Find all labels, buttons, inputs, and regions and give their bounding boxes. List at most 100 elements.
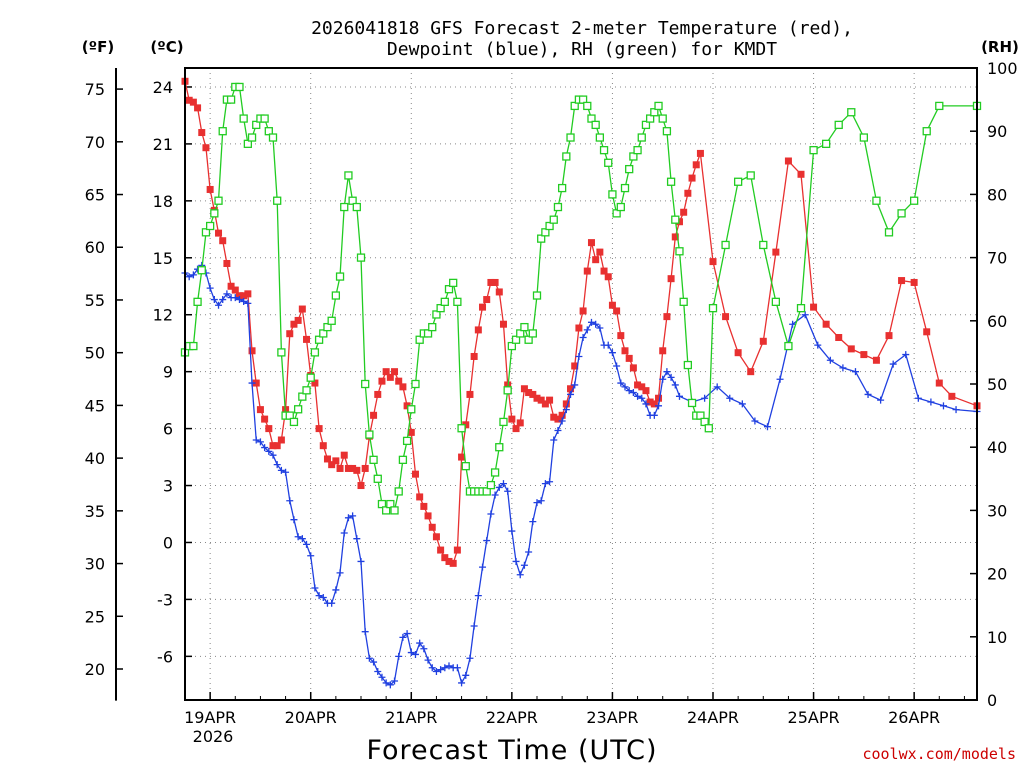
data-point (784, 157, 792, 165)
data-point (202, 144, 210, 152)
data-point (402, 436, 412, 446)
data-point (507, 341, 517, 351)
data-point (557, 183, 567, 193)
data-point (344, 171, 353, 180)
data-point (219, 237, 227, 245)
data-point (416, 639, 424, 647)
data-point (197, 266, 206, 275)
data-point (265, 447, 273, 455)
data-point (822, 320, 830, 328)
data-point (583, 326, 591, 334)
data-point (604, 158, 613, 167)
data-point (587, 239, 595, 247)
data-point (575, 324, 583, 332)
data-point (571, 362, 579, 370)
data-point (889, 360, 897, 368)
data-point (650, 411, 658, 419)
data-point (612, 209, 621, 218)
data-point (659, 375, 667, 383)
x-tick-label: 19APR (184, 708, 236, 727)
data-point (708, 304, 718, 313)
data-point (587, 114, 596, 123)
data-point (227, 282, 235, 290)
data-point (633, 146, 642, 155)
data-point (738, 400, 746, 408)
data-point (491, 278, 499, 286)
data-point (294, 533, 302, 541)
data-point (935, 379, 943, 387)
rh-tick-label: 100 (987, 59, 1018, 78)
data-point (675, 392, 683, 400)
data-point (261, 444, 269, 452)
data-point (243, 139, 253, 148)
data-point (885, 332, 893, 340)
data-point (374, 668, 382, 676)
rh-tick-label: 70 (987, 249, 1007, 268)
data-point (558, 417, 566, 425)
data-point (922, 127, 931, 136)
data-point (331, 291, 341, 300)
data-point (789, 320, 797, 328)
data-point (449, 559, 457, 567)
series-line (184, 86, 977, 513)
data-point (314, 335, 324, 344)
data-point (520, 322, 529, 332)
celsius-axis: -6 -3 0 3 6 9 12 15 18 21 24 (153, 78, 192, 666)
rh-tick-label: 0 (987, 691, 997, 710)
data-point (382, 368, 390, 376)
data-point (771, 297, 781, 306)
data-point (214, 196, 223, 205)
data-point (277, 348, 286, 357)
x-tick-label: 20APR (285, 708, 337, 727)
data-point (365, 430, 374, 439)
data-point (562, 406, 570, 414)
data-point (520, 561, 528, 569)
data-point (696, 149, 704, 157)
data-point (210, 209, 219, 218)
data-point (490, 468, 500, 477)
data-point (470, 352, 478, 360)
data-point (629, 389, 637, 397)
data-point (290, 516, 298, 524)
f-tick-label: 70 (85, 133, 105, 152)
data-point (638, 394, 646, 402)
data-point (512, 557, 520, 565)
data-point (759, 337, 767, 345)
data-point (310, 348, 320, 357)
data-point (428, 664, 436, 672)
data-point (319, 329, 328, 338)
data-point (671, 381, 679, 389)
data-point (219, 296, 227, 304)
data-point (495, 483, 503, 491)
data-point (642, 400, 650, 408)
data-point (215, 301, 223, 309)
data-point (361, 379, 370, 389)
data-point (323, 322, 332, 332)
data-point (416, 493, 424, 501)
data-point (382, 679, 390, 687)
data-point (525, 389, 533, 397)
data-point (655, 402, 663, 410)
x-axis-label: Forecast Time (UTC) (366, 735, 657, 766)
data-point (679, 297, 688, 306)
data-point (650, 108, 659, 117)
data-point (441, 664, 449, 672)
data-point (608, 190, 617, 199)
data-point (437, 666, 445, 674)
data-point (529, 390, 537, 398)
data-point (537, 497, 545, 505)
data-point (508, 415, 516, 423)
data-point (252, 120, 261, 130)
data-point (394, 487, 403, 496)
data-point (428, 322, 437, 332)
data-point (223, 290, 231, 298)
data-point (608, 301, 616, 309)
data-point (810, 303, 818, 311)
data-point (206, 284, 214, 292)
data-point (734, 349, 742, 357)
data-point (616, 202, 625, 212)
data-point (525, 548, 533, 556)
data-point (349, 464, 357, 472)
data-point (335, 272, 345, 281)
data-point (440, 297, 449, 306)
